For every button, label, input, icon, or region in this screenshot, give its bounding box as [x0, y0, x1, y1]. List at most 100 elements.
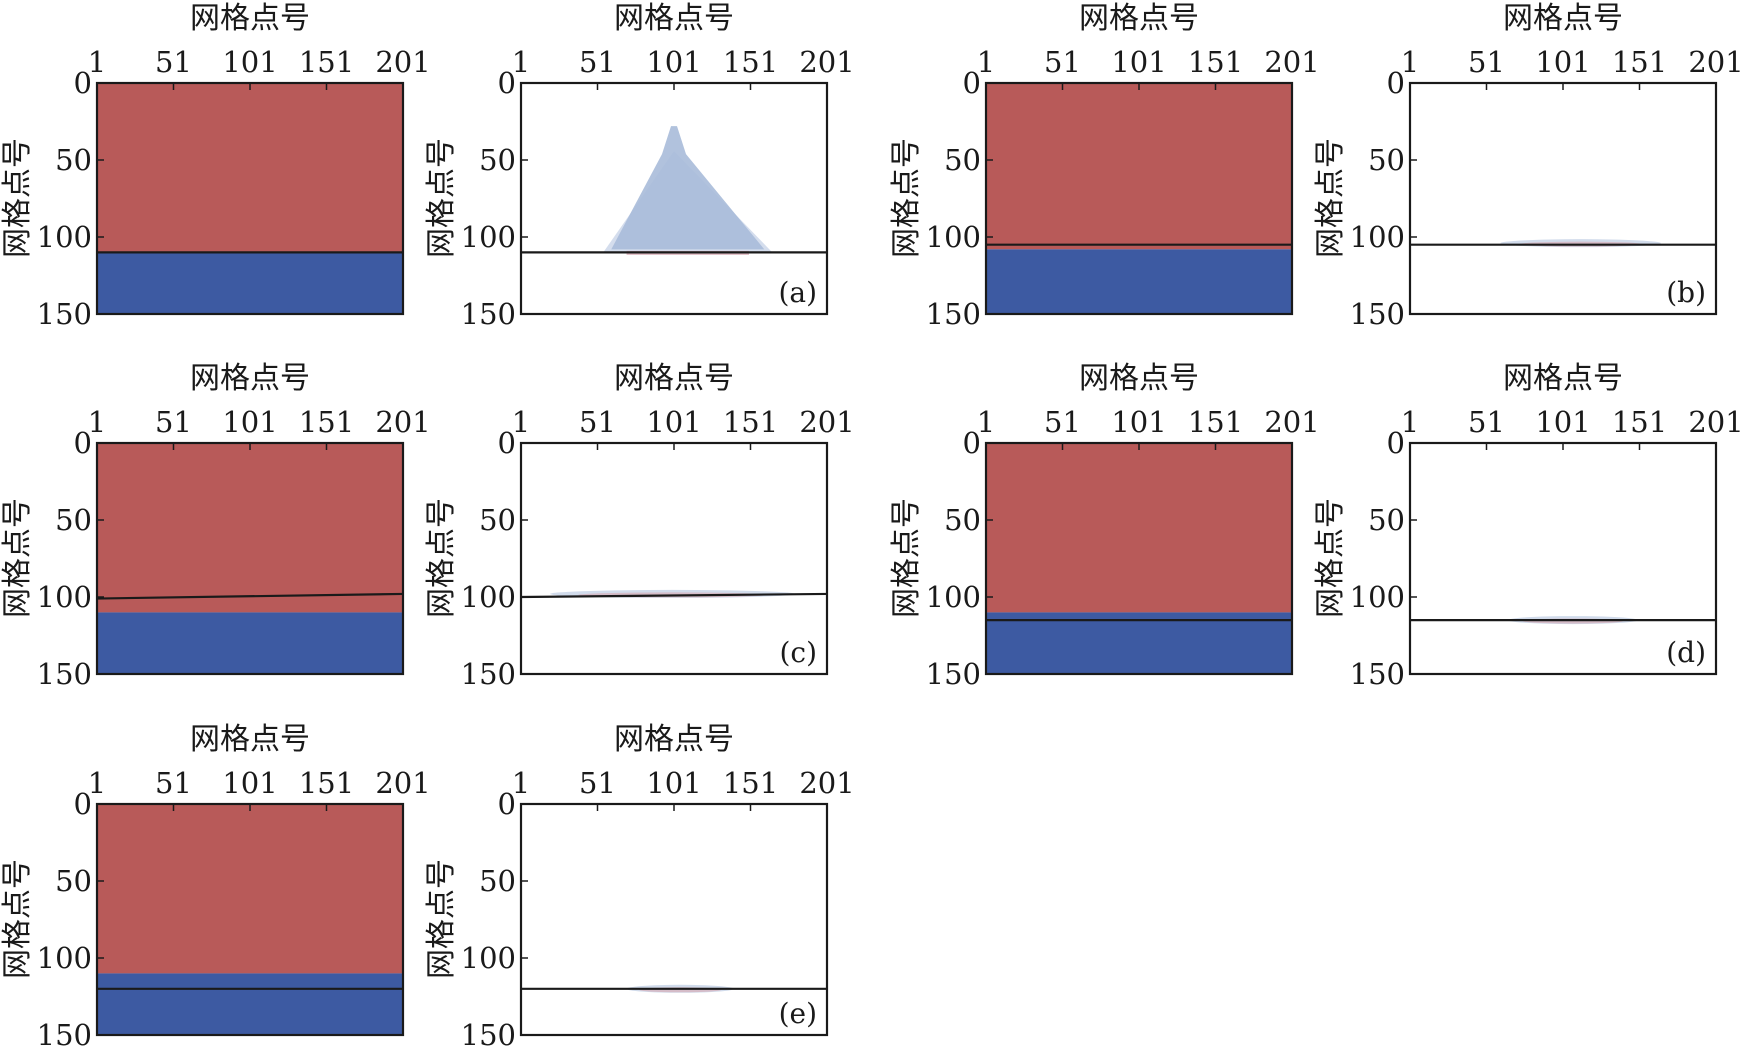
panel-a-right-y-axis-title: 网格点号	[424, 138, 459, 258]
panel-b-left-x-tick-label-1: 1	[977, 45, 995, 79]
panel-c-right-interface-line	[520, 592, 828, 599]
panel-b-right-x-axis-title: 网格点号	[1503, 1, 1623, 36]
panel-d-right-panel-label: (d)	[1666, 636, 1706, 669]
panel-d-left-x-tick-label-151: 151	[1188, 405, 1243, 439]
panel-d-right-x-tick-label-1: 1	[1401, 405, 1419, 439]
panel-e-left-y-tick-label-0: 0	[74, 787, 92, 821]
panel-a-right-x-tick-label-1: 1	[512, 45, 530, 79]
panel-e-right-background	[521, 804, 827, 1035]
panel-a-left-y-tick-label-100: 100	[37, 220, 92, 254]
panel-b-right-x-tick-label-151: 151	[1612, 45, 1667, 79]
panel-e-right-y-tick-label-150: 150	[461, 1018, 516, 1052]
panel-a-right-residual-peak	[611, 126, 765, 250]
panel-b-right-x-tick-label-1: 1	[1401, 45, 1419, 79]
panel-a-left-x-axis-title: 网格点号	[190, 1, 310, 36]
panel-e-left-x-tick-label-101: 101	[222, 766, 277, 800]
panel-a-left-x-tick-label-1: 1	[88, 45, 106, 79]
panel-d-left-x-tick-label-101: 101	[1111, 405, 1166, 439]
panel-c-left-x-tick-label-51: 51	[155, 405, 192, 439]
panel-b-left-lower-region	[986, 249, 1292, 314]
panel-d-left-x-axis-title: 网格点号	[1079, 361, 1199, 396]
panel-b-left-upper-region	[986, 83, 1292, 250]
panel-d-right-y-tick-label-100: 100	[1350, 580, 1405, 614]
panel-d-left-upper-region	[986, 443, 1292, 613]
panel-d-left-x-tick-label-1: 1	[977, 405, 995, 439]
panel-a-left-lower-region	[97, 252, 403, 314]
panel-a-right-x-tick-label-151: 151	[723, 45, 778, 79]
panel-c-left-x-tick-label-101: 101	[222, 405, 277, 439]
panel-c-right-background	[521, 443, 827, 674]
panel-a-right-x-tick-label-201: 201	[799, 45, 854, 79]
panel-e-left-y-tick-label-100: 100	[37, 941, 92, 975]
panel-d-left-y-tick-label-0: 0	[963, 426, 981, 460]
panel-e-left-x-tick-label-1: 1	[88, 766, 106, 800]
panel-a-right-x-tick-label-51: 51	[579, 45, 616, 79]
panel-b-right-y-tick-label-150: 150	[1350, 297, 1405, 331]
panel-e-right-x-tick-label-101: 101	[646, 766, 701, 800]
panel-c-right-y-axis-title: 网格点号	[424, 498, 459, 618]
panel-b-left-x-tick-label-101: 101	[1111, 45, 1166, 79]
panel-e-left-y-axis-title: 网格点号	[0, 859, 35, 979]
panel-a-left-y-tick-label-150: 150	[37, 297, 92, 331]
panel-a-left-y-tick-label-50: 50	[55, 143, 92, 177]
panel-a-right-y-tick-label-0: 0	[498, 66, 516, 100]
panel-d-left-y-tick-label-150: 150	[926, 657, 981, 691]
panel-a-right-y-tick-label-50: 50	[479, 143, 516, 177]
panel-e-right-x-tick-label-151: 151	[723, 766, 778, 800]
panel-b-left-y-tick-label-0: 0	[963, 66, 981, 100]
panel-a-left-x-tick-label-151: 151	[299, 45, 354, 79]
panel-d-right-y-tick-label-0: 0	[1387, 426, 1405, 460]
panel-b-right-x-tick-label-51: 51	[1468, 45, 1505, 79]
panel-c-right-y-tick-label-100: 100	[461, 580, 516, 614]
panel-c-right-y-tick-label-0: 0	[498, 426, 516, 460]
panel-b-left-x-axis-title: 网格点号	[1079, 1, 1199, 36]
panel-e-right-x-tick-label-1: 1	[512, 766, 530, 800]
panel-b-right-y-tick-label-50: 50	[1368, 143, 1405, 177]
panel-d-right-x-axis-title: 网格点号	[1503, 361, 1623, 396]
panel-d-right-x-tick-label-51: 51	[1468, 405, 1505, 439]
panel-a-right-x-tick-label-101: 101	[646, 45, 701, 79]
panel-c-right-x-tick-label-151: 151	[723, 405, 778, 439]
panel-e-right-y-axis-title: 网格点号	[424, 859, 459, 979]
panel-c-right-x-axis-title: 网格点号	[614, 361, 734, 396]
panel-e-left-y-tick-label-50: 50	[55, 864, 92, 898]
panel-d-left-y-tick-label-50: 50	[944, 503, 981, 537]
panel-b-right-panel-label: (b)	[1666, 276, 1706, 309]
panel-c-right-y-tick-label-150: 150	[461, 657, 516, 691]
panel-c-right-panel-label: (c)	[779, 636, 817, 669]
panel-d-right-x-tick-label-151: 151	[1612, 405, 1667, 439]
panel-a-left-y-axis-title: 网格点号	[0, 138, 35, 258]
panel-e-right-panel-label: (e)	[779, 997, 817, 1030]
panel-e-right-y-tick-label-0: 0	[498, 787, 516, 821]
panel-e-left-x-tick-label-201: 201	[375, 766, 430, 800]
panel-d-right-y-tick-label-150: 150	[1350, 657, 1405, 691]
panel-b-left-y-tick-label-100: 100	[926, 220, 981, 254]
panel-b-right-background	[1410, 83, 1716, 314]
panel-b-left-x-tick-label-201: 201	[1264, 45, 1319, 79]
panel-c-left-y-tick-label-50: 50	[55, 503, 92, 537]
panel-c-right-x-tick-label-101: 101	[646, 405, 701, 439]
panel-c-left-y-tick-label-0: 0	[74, 426, 92, 460]
panel-d-left-x-tick-label-51: 51	[1044, 405, 1081, 439]
panel-d-left-y-axis-title: 网格点号	[889, 498, 924, 618]
panel-c-right-y-tick-label-50: 50	[479, 503, 516, 537]
panel-a-right-y-tick-label-100: 100	[461, 220, 516, 254]
panel-a-right-x-axis-title: 网格点号	[614, 1, 734, 36]
panel-b-left-x-tick-label-51: 51	[1044, 45, 1081, 79]
panel-a-left-x-tick-label-101: 101	[222, 45, 277, 79]
panel-c-left-x-tick-label-151: 151	[299, 405, 354, 439]
panel-b-right-x-tick-label-101: 101	[1535, 45, 1590, 79]
panel-d-left-y-tick-label-100: 100	[926, 580, 981, 614]
panel-c-right-x-tick-label-51: 51	[579, 405, 616, 439]
panel-b-right-y-axis-title: 网格点号	[1313, 138, 1348, 258]
panel-c-right-x-tick-label-1: 1	[512, 405, 530, 439]
